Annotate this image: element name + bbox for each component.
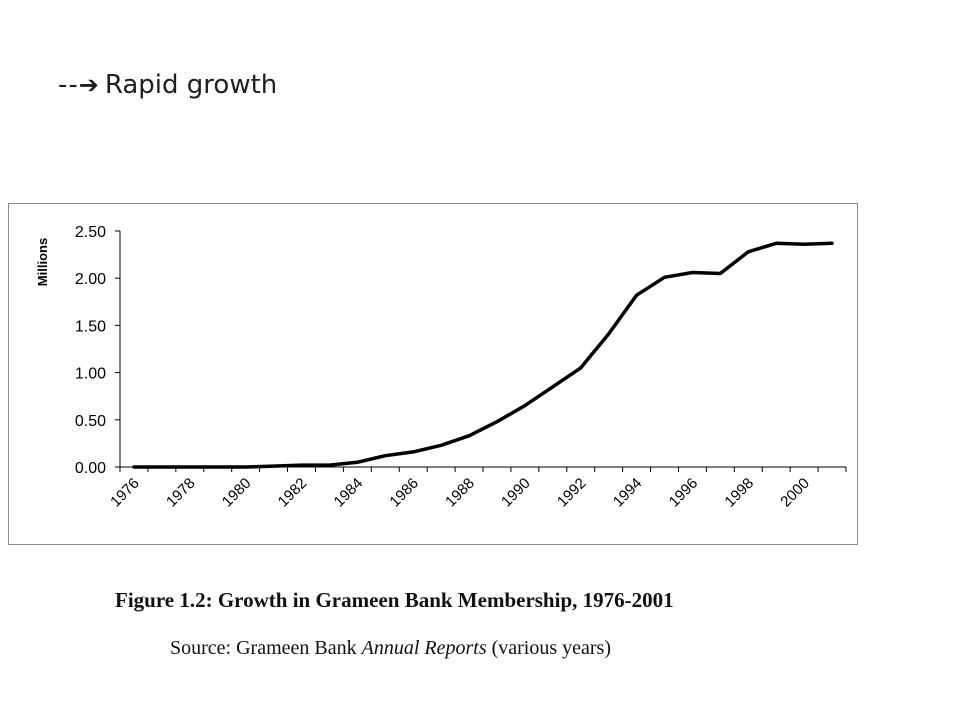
x-tick-label: 1986 bbox=[386, 475, 422, 511]
x-axis-ticks: 1976 1978 1980 1982 1984 1986 1988 1990 1992 1994… bbox=[107, 467, 847, 511]
y-tick-label: 0.00 bbox=[75, 460, 106, 477]
x-tick-label: 2000 bbox=[777, 475, 813, 511]
y-tick-label: 1.00 bbox=[75, 366, 106, 383]
y-tick-label: 0.50 bbox=[75, 413, 106, 430]
x-tick-label: 1978 bbox=[163, 475, 199, 511]
series-line bbox=[132, 241, 834, 469]
heading-text: Rapid growth bbox=[104, 70, 278, 100]
figure-caption: Figure 1.2: Growth in Grameen Bank Membe… bbox=[115, 588, 674, 612]
right-arrow-icon: ➔ bbox=[78, 71, 99, 99]
x-tick-label: 1976 bbox=[107, 475, 143, 511]
y-tick-label: 2.00 bbox=[75, 271, 106, 288]
source-suffix: (various years) bbox=[486, 637, 612, 659]
y-tick-label: 1.50 bbox=[75, 318, 106, 335]
x-tick-label: 1988 bbox=[442, 475, 478, 511]
x-tick-label: 1990 bbox=[498, 475, 534, 511]
x-tick-label: 1996 bbox=[666, 475, 702, 511]
source-prefix: Source: Grameen Bank bbox=[170, 637, 362, 659]
figure-source: Source: Grameen Bank Annual Reports (var… bbox=[170, 637, 611, 660]
x-tick-label: 1998 bbox=[721, 475, 757, 511]
chart-frame bbox=[8, 203, 858, 545]
y-axis-label: Millions bbox=[35, 238, 50, 286]
x-tick-label: 1994 bbox=[610, 475, 646, 511]
y-axis-ticks: 0.00 0.50 1.00 1.50 2.00 2.50 bbox=[75, 224, 120, 477]
x-tick-label: 1984 bbox=[331, 475, 367, 511]
y-tick-label: 2.50 bbox=[75, 224, 106, 241]
x-tick-label: 1980 bbox=[219, 475, 255, 511]
chart-axes bbox=[119, 231, 846, 468]
slide-heading: --➔ Rapid growth bbox=[58, 70, 277, 100]
x-tick-label: 1992 bbox=[554, 475, 590, 511]
source-title: Annual Reports bbox=[361, 637, 487, 659]
heading-dashes: -- bbox=[58, 70, 79, 100]
x-tick-label: 1982 bbox=[275, 475, 311, 511]
data-series bbox=[132, 241, 834, 469]
